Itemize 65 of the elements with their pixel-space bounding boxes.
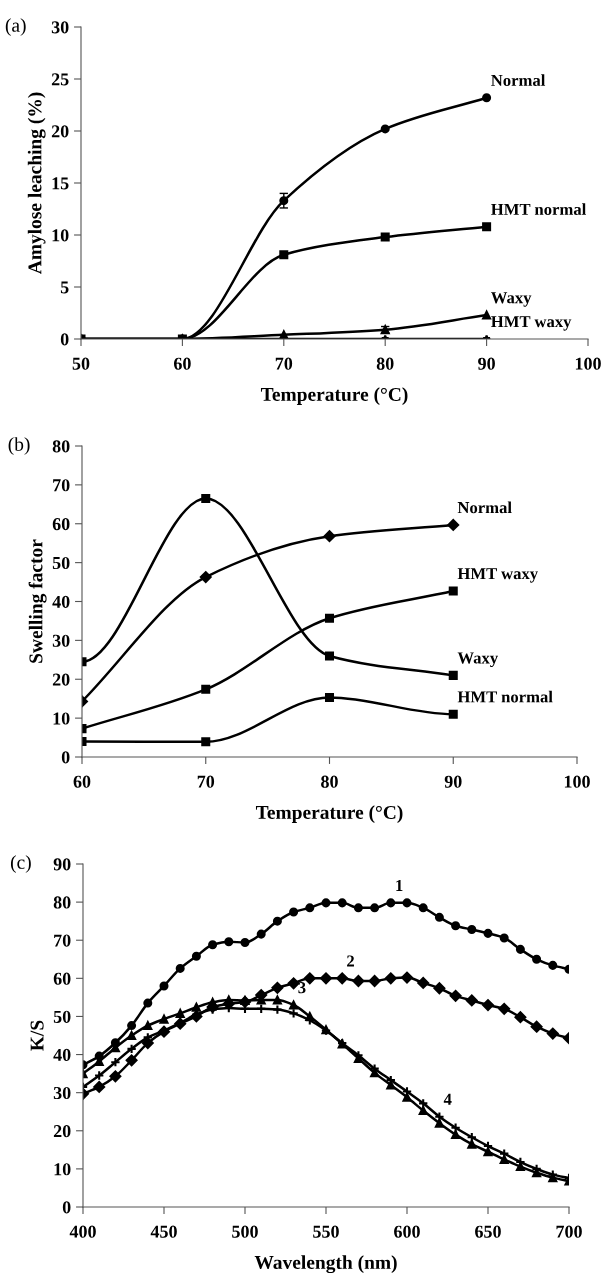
x-tick-label: 600 <box>394 1225 420 1238</box>
annotation: Normal <box>457 501 512 514</box>
y-tick-label: 0 <box>62 1201 71 1214</box>
chart-title: (c) <box>10 855 31 873</box>
annotation: HMT waxy <box>491 316 572 331</box>
x-tick-label: 650 <box>475 1225 501 1238</box>
y-tick-label: 80 <box>53 896 71 909</box>
y-tick-label: 0 <box>60 333 69 346</box>
y-tick-label: 60 <box>53 972 71 985</box>
x-axis-title: Temperature (°C) <box>255 805 403 823</box>
y-tick-label: 0 <box>61 751 70 764</box>
x-tick-label: 80 <box>376 357 394 370</box>
y-tick-label: 20 <box>52 673 70 686</box>
y-tick-label: 20 <box>53 1125 71 1138</box>
annotation: 3 <box>298 982 306 994</box>
annotation: Waxy <box>491 292 532 307</box>
x-axis-title: Temperature (°C) <box>260 387 408 405</box>
y-tick-label: 60 <box>52 518 70 531</box>
y-axis-title: Amylose leaching (%) <box>27 92 46 275</box>
x-tick-label: 100 <box>575 357 601 370</box>
y-tick-label: 30 <box>53 1086 71 1100</box>
y-tick-label: 80 <box>52 440 70 453</box>
y-tick-label: 40 <box>52 595 70 608</box>
annotation: Normal <box>491 74 546 86</box>
x-tick-label: 100 <box>564 775 590 788</box>
y-axis-title: Swelling factor <box>28 539 47 663</box>
y-tick-label: 10 <box>54 1163 71 1176</box>
annotation: Waxy <box>457 652 499 668</box>
y-tick-label: 10 <box>52 229 69 242</box>
y-tick-label: 25 <box>51 73 69 86</box>
annotation: 4 <box>443 1093 452 1105</box>
x-tick-label: 550 <box>313 1225 339 1238</box>
x-tick-label: 90 <box>444 775 462 788</box>
y-tick-label: 70 <box>53 479 70 492</box>
y-tick-label: 30 <box>52 634 70 647</box>
y-tick-label: 30 <box>51 21 69 34</box>
y-tick-label: 90 <box>53 858 71 871</box>
chart-title: (a) <box>5 18 26 36</box>
annotation: HMT waxy <box>457 568 538 583</box>
y-tick-label: 50 <box>53 1010 71 1023</box>
y-tick-label: 20 <box>51 125 69 138</box>
x-tick-label: 80 <box>321 775 338 788</box>
x-tick-label: 60 <box>173 357 191 370</box>
y-tick-label: 50 <box>52 556 70 570</box>
y-tick-label: 40 <box>53 1048 71 1061</box>
x-tick-label: 700 <box>556 1225 582 1238</box>
annotation: HMT normal <box>491 203 587 215</box>
y-tick-label: 70 <box>54 934 71 947</box>
x-tick-label: 500 <box>232 1225 258 1238</box>
y-tick-label: 10 <box>53 712 70 725</box>
x-tick-label: 70 <box>275 357 293 370</box>
x-tick-label: 70 <box>197 775 215 788</box>
chart-title: (b) <box>8 437 30 455</box>
x-tick-label: 60 <box>73 775 91 788</box>
x-tick-label: 50 <box>72 357 90 370</box>
x-tick-label: 90 <box>478 357 495 370</box>
x-tick-label: 450 <box>150 1225 177 1238</box>
x-tick-label: 400 <box>69 1225 96 1238</box>
y-tick-label: 15 <box>52 177 69 190</box>
y-tick-label: 5 <box>60 281 69 294</box>
annotation: 1 <box>396 879 403 891</box>
x-axis-title: Wavelength (nm) <box>254 1255 397 1274</box>
annotation: 2 <box>347 955 354 967</box>
y-axis-title: K/S <box>30 1020 44 1051</box>
annotation: HMT normal <box>457 690 553 703</box>
